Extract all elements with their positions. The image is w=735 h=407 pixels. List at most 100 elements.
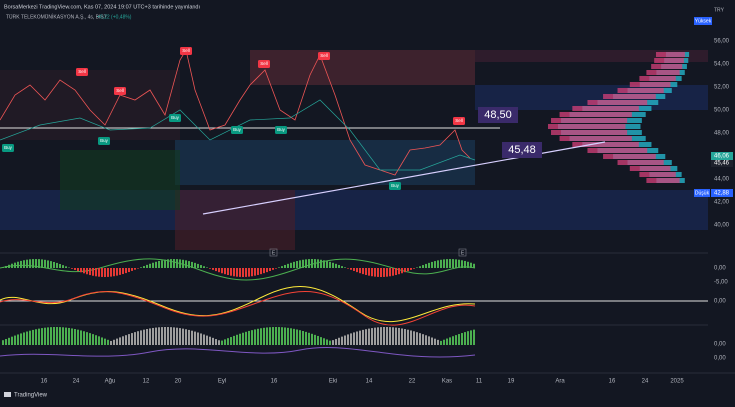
hist-bar (203, 334, 205, 345)
currency: TRY (714, 7, 725, 13)
hist-bar (86, 332, 88, 345)
hist-bar (173, 327, 175, 345)
hist-bar (299, 330, 301, 345)
hist-bar (356, 331, 358, 345)
current-price: 46,06 (714, 154, 730, 160)
hist-bar (314, 259, 316, 268)
hist-bar (218, 268, 220, 272)
hist-bar (281, 266, 283, 268)
hist-bar (131, 268, 133, 271)
hist-bar (428, 336, 430, 345)
hist-bar (59, 264, 61, 268)
signal-label: Sell (78, 69, 86, 74)
hist-bar (359, 268, 361, 273)
hist-bar (104, 268, 106, 277)
hist-bar (392, 268, 394, 276)
hist-bar (269, 268, 271, 271)
hist-bar (308, 259, 310, 268)
hist-bar (326, 339, 328, 345)
hist-bar (278, 267, 280, 268)
indicator-label: -5,00 (714, 280, 728, 286)
hist-bar (467, 331, 469, 345)
hist-bar (320, 337, 322, 345)
price-label: 48,00 (714, 131, 730, 137)
time-label: 12 (143, 379, 150, 385)
hist-bar (326, 261, 328, 268)
hist-bar (98, 336, 100, 345)
hist-bar (17, 334, 19, 345)
hist-bar (377, 327, 379, 345)
hist-bar (35, 329, 37, 345)
time-label: 16 (271, 379, 278, 385)
hist-bar (371, 268, 373, 276)
hist-bar (83, 331, 85, 345)
hist-bar (65, 266, 67, 268)
band (175, 190, 295, 250)
indicator-label: 0,00 (714, 356, 726, 362)
hist-bar (11, 337, 13, 345)
hist-bar (290, 263, 292, 268)
hist-bar (446, 259, 448, 268)
hist-bar (227, 268, 229, 275)
hist-bar (143, 330, 145, 345)
hist-bar (68, 328, 70, 345)
hist-bar (329, 341, 331, 345)
hist-bar (26, 332, 28, 345)
hist-bar (458, 334, 460, 345)
hist-bar (206, 336, 208, 345)
hist-bar (413, 268, 415, 269)
hist-bar (413, 331, 415, 345)
hist-bar (389, 327, 391, 345)
hist-bar (119, 268, 121, 275)
hist-bar (140, 267, 142, 268)
hist-bar (173, 259, 175, 268)
signal-label: Sell (116, 88, 124, 93)
price-label: 50,00 (714, 108, 730, 114)
hist-bar (32, 330, 34, 345)
band (0, 70, 180, 140)
hist-bar (341, 337, 343, 345)
hist-bar (311, 334, 313, 345)
hist-bar (443, 259, 445, 268)
hist-bar (236, 335, 238, 345)
hist-bar (341, 266, 343, 268)
hist-bar (401, 268, 403, 273)
hist-bar (158, 261, 160, 268)
profile-bar (630, 166, 671, 171)
hist-bar (71, 268, 73, 269)
hist-bar (14, 336, 16, 345)
signal-label: Buy (171, 115, 180, 120)
hist-bar (140, 330, 142, 345)
hist-bar (221, 268, 223, 273)
hist-bar (305, 332, 307, 345)
hist-bar (77, 330, 79, 345)
hist-bar (254, 329, 256, 345)
hist-bar (50, 327, 52, 345)
hist-bar (362, 330, 364, 345)
hist-bar (287, 328, 289, 345)
profile-bar (646, 178, 679, 183)
hist-bar (110, 268, 112, 277)
hist-bar (275, 268, 277, 269)
hist-bar (377, 268, 379, 277)
hist-bar (230, 268, 232, 276)
hist-bar (374, 328, 376, 345)
hist-bar (464, 261, 466, 268)
profile-bar (630, 82, 671, 87)
hist-bar (251, 268, 253, 276)
signal-label: Sell (260, 61, 268, 66)
hist-bar (62, 265, 64, 268)
hist-bar (248, 331, 250, 345)
hist-bar (128, 268, 130, 272)
time-label: 16 (609, 379, 616, 385)
price-label: 44,00 (714, 177, 730, 183)
hist-bar (71, 328, 73, 345)
hist-bar (74, 268, 76, 270)
indicator-label: 0,00 (714, 299, 726, 305)
hist-bar (179, 259, 181, 268)
hist-bar (113, 340, 115, 345)
hist-bar (389, 268, 391, 276)
hist-bar (47, 327, 49, 345)
hist-bar (443, 340, 445, 345)
